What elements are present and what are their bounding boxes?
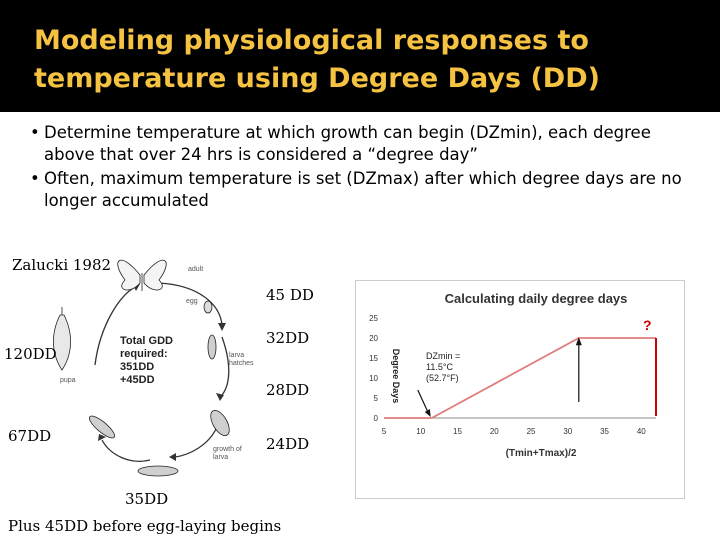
x-tick-label: 10 bbox=[416, 427, 425, 436]
y-tick-label: 10 bbox=[369, 374, 378, 383]
arrow-head-icon bbox=[424, 409, 431, 417]
x-tick-label: 40 bbox=[637, 427, 646, 436]
y-tick-label: 5 bbox=[374, 394, 379, 403]
label-growth: growth of larva bbox=[213, 446, 242, 462]
x-tick-label: 5 bbox=[382, 427, 387, 436]
chart-ylabel: Degree Days bbox=[391, 349, 401, 404]
citation: Zalucki 1982 bbox=[12, 256, 112, 274]
dd-growth: 24DD bbox=[266, 435, 310, 453]
bullet-item: Often, maximum temperature is set (DZmax… bbox=[30, 168, 700, 212]
bullet-item: Determine temperature at which growth ca… bbox=[30, 122, 700, 166]
egg-icon bbox=[203, 300, 213, 314]
arrow-head-icon bbox=[575, 337, 582, 346]
arrow-head-icon bbox=[98, 434, 106, 441]
dd-pupa: 120DD bbox=[4, 345, 57, 363]
question-mark: ? bbox=[643, 317, 652, 333]
title-line-2: temperature using Degree Days (DD) bbox=[34, 63, 600, 94]
cycle-arrow bbox=[157, 282, 223, 326]
dzmin-arrow bbox=[417, 389, 430, 415]
annotation-line-3: (52.7°F) bbox=[426, 373, 459, 383]
annotation-line-2: 11.5°C bbox=[426, 362, 453, 372]
x-tick-label: 25 bbox=[527, 427, 536, 436]
dd-mid-larva: 28DD bbox=[266, 381, 310, 399]
label-larva-hatches: larva hatches bbox=[229, 352, 254, 368]
label-pupa: pupa bbox=[60, 377, 76, 384]
slide-title: Modeling physiological responses to temp… bbox=[34, 22, 694, 98]
bullet-list: Determine temperature at which growth ca… bbox=[30, 122, 700, 214]
cycle-arrow bbox=[174, 428, 217, 458]
cycle-arrow bbox=[221, 336, 230, 396]
chart-svg: Calculating daily degree days (Tmin+Tmax… bbox=[369, 291, 657, 459]
x-tick-label: 20 bbox=[490, 427, 499, 436]
x-tick-label: 15 bbox=[453, 427, 462, 436]
label-growth-2: larva bbox=[213, 454, 229, 461]
x-tick-label: 30 bbox=[563, 427, 572, 436]
dd-left-low: 67DD bbox=[8, 427, 52, 445]
arrow-head-icon bbox=[169, 453, 176, 461]
gdd-line-4: +45DD bbox=[120, 374, 155, 386]
y-tick-label: 25 bbox=[369, 314, 378, 323]
lifecycle-diagram bbox=[53, 259, 230, 477]
annotation-line-1: DZmin = bbox=[426, 351, 460, 361]
gdd-line-3: 351DD bbox=[120, 361, 155, 373]
butterfly-icon bbox=[117, 259, 167, 291]
arrow-head-icon bbox=[216, 393, 224, 401]
larva-icon bbox=[88, 334, 230, 477]
title-line-1: Modeling physiological responses to bbox=[34, 25, 589, 56]
y-tick-label: 20 bbox=[369, 334, 378, 343]
cycle-arrow bbox=[101, 439, 151, 462]
label-growth-1: growth of bbox=[213, 446, 242, 453]
degree-day-chart: Calculating daily degree days (Tmin+Tmax… bbox=[355, 280, 685, 499]
dd-larva-hatch: 32DD bbox=[266, 329, 310, 347]
label-egg: egg bbox=[186, 298, 198, 305]
series-line bbox=[384, 337, 656, 419]
dd-bottom: 35DD bbox=[125, 490, 169, 508]
cycle-arrow bbox=[94, 286, 136, 366]
label-larva-hatches-2: hatches bbox=[229, 360, 254, 367]
gdd-line-1: Total GDD bbox=[120, 335, 173, 347]
label-larva-hatches-1: larva bbox=[229, 352, 245, 359]
y-tick-label: 15 bbox=[369, 354, 378, 363]
x-tick-label: 35 bbox=[600, 427, 609, 436]
arrow-head-icon bbox=[218, 323, 226, 331]
chart-xlabel: (Tmin+Tmax)/2 bbox=[506, 448, 577, 459]
dd-egg: 45 DD bbox=[266, 286, 314, 304]
pupa-icon bbox=[53, 307, 71, 371]
footer-note: Plus 45DD before egg-laying begins bbox=[8, 517, 282, 535]
gdd-line-2: required: bbox=[120, 348, 168, 360]
label-adult: adult bbox=[188, 266, 204, 273]
y-tick-label: 0 bbox=[374, 414, 379, 423]
total-gdd-label: Total GDD required: 351DD +45DD bbox=[120, 335, 200, 387]
chart-title: Calculating daily degree days bbox=[445, 291, 628, 306]
